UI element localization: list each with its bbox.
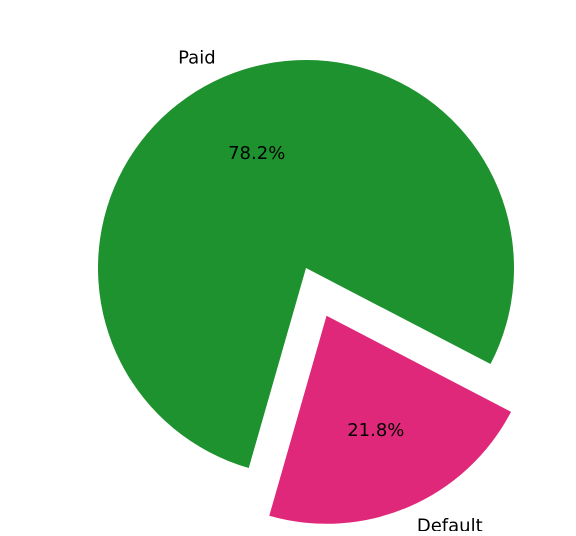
- pie-labels: Paid 78.2% Default 21.8%: [178, 47, 483, 536]
- pie-slice-paid: [98, 60, 515, 468]
- slice-label-paid: Paid: [178, 47, 216, 68]
- slice-percent-paid: 78.2%: [228, 143, 285, 164]
- pie-slices: [98, 60, 515, 524]
- pie-slice-default: [269, 315, 512, 524]
- slice-percent-default: 21.8%: [347, 420, 404, 441]
- slice-label-default: Default: [417, 515, 483, 531]
